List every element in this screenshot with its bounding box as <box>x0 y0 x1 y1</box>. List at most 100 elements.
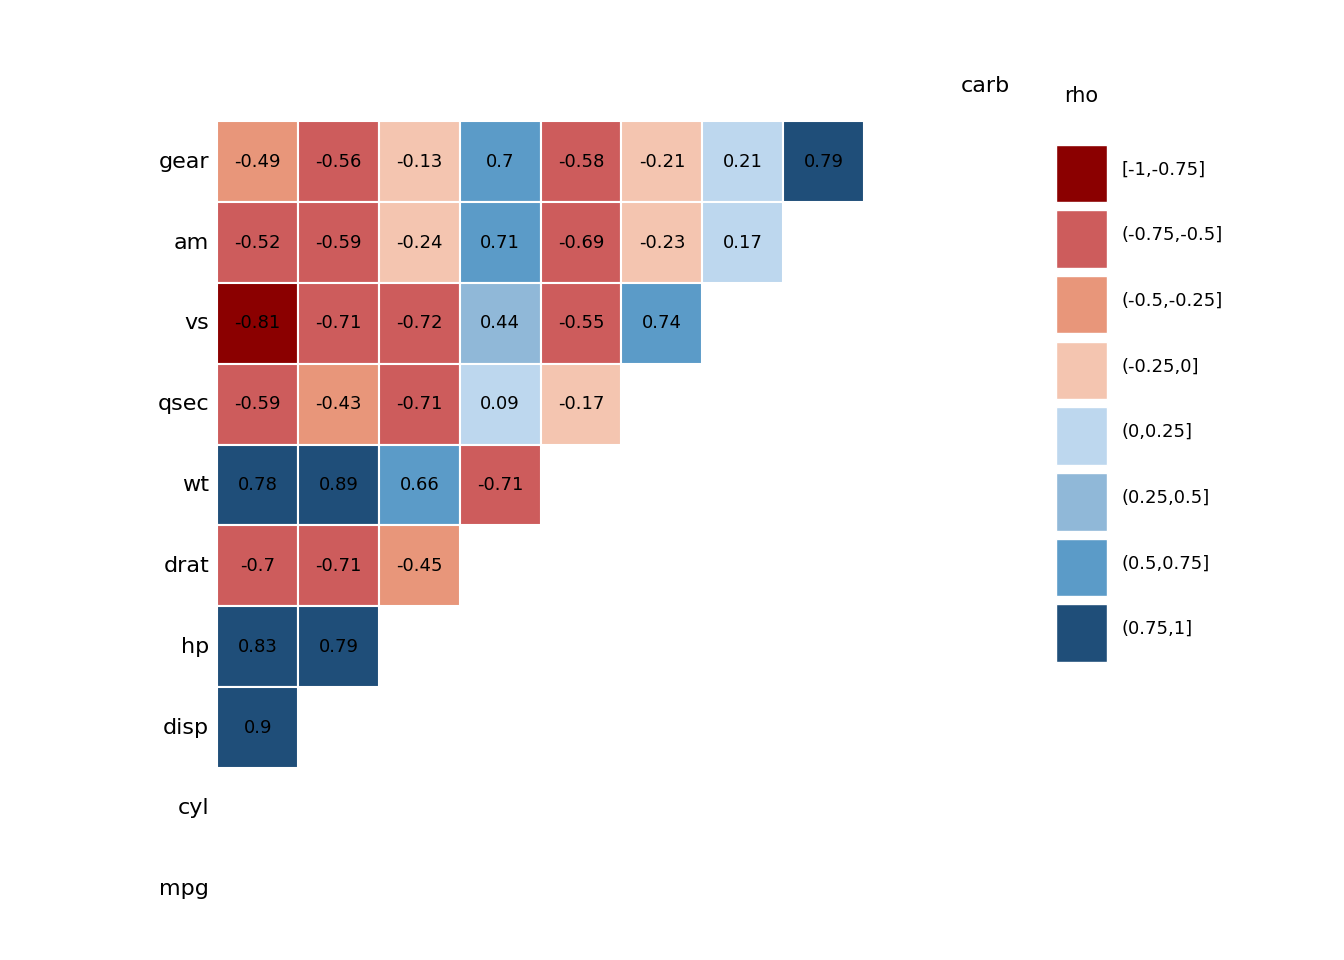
FancyBboxPatch shape <box>379 525 460 607</box>
FancyBboxPatch shape <box>1056 342 1106 399</box>
Text: 0.78: 0.78 <box>238 476 278 494</box>
Text: -0.23: -0.23 <box>638 233 685 252</box>
Text: 0.83: 0.83 <box>238 637 278 656</box>
FancyBboxPatch shape <box>460 283 540 364</box>
Text: (-0.25,0]: (-0.25,0] <box>1122 357 1199 375</box>
FancyBboxPatch shape <box>298 283 379 364</box>
Text: am: am <box>173 232 210 252</box>
Text: -0.45: -0.45 <box>396 557 442 575</box>
FancyBboxPatch shape <box>621 283 703 364</box>
Text: [-1,-0.75]: [-1,-0.75] <box>1122 160 1206 179</box>
Text: -0.59: -0.59 <box>234 396 281 413</box>
Text: -0.24: -0.24 <box>396 233 442 252</box>
Text: -0.58: -0.58 <box>558 153 605 171</box>
Text: 0.7: 0.7 <box>487 153 515 171</box>
FancyBboxPatch shape <box>1056 145 1106 203</box>
Text: (0.25,0.5]: (0.25,0.5] <box>1122 489 1210 507</box>
Text: -0.69: -0.69 <box>558 233 605 252</box>
FancyBboxPatch shape <box>218 687 298 768</box>
FancyBboxPatch shape <box>540 283 621 364</box>
Text: (0.5,0.75]: (0.5,0.75] <box>1122 554 1210 572</box>
Text: -0.71: -0.71 <box>396 396 442 413</box>
Text: -0.59: -0.59 <box>316 233 362 252</box>
Text: -0.71: -0.71 <box>316 314 362 332</box>
Text: carb: carb <box>961 76 1009 96</box>
FancyBboxPatch shape <box>298 444 379 525</box>
Text: -0.7: -0.7 <box>241 557 276 575</box>
FancyBboxPatch shape <box>1056 473 1106 531</box>
FancyBboxPatch shape <box>540 203 621 283</box>
FancyBboxPatch shape <box>379 203 460 283</box>
FancyBboxPatch shape <box>460 203 540 283</box>
Text: -0.72: -0.72 <box>396 314 442 332</box>
Text: hp: hp <box>181 636 210 657</box>
FancyBboxPatch shape <box>379 364 460 444</box>
FancyBboxPatch shape <box>298 203 379 283</box>
Text: -0.21: -0.21 <box>638 153 685 171</box>
FancyBboxPatch shape <box>298 607 379 687</box>
Text: (0,0.25]: (0,0.25] <box>1122 423 1192 441</box>
Text: wt: wt <box>183 475 210 495</box>
FancyBboxPatch shape <box>218 525 298 607</box>
FancyBboxPatch shape <box>460 364 540 444</box>
FancyBboxPatch shape <box>1056 407 1106 465</box>
Text: 0.79: 0.79 <box>804 153 844 171</box>
FancyBboxPatch shape <box>460 121 540 203</box>
Text: -0.81: -0.81 <box>235 314 281 332</box>
FancyBboxPatch shape <box>1056 210 1106 268</box>
Text: 0.09: 0.09 <box>480 396 520 413</box>
FancyBboxPatch shape <box>379 121 460 203</box>
FancyBboxPatch shape <box>298 121 379 203</box>
FancyBboxPatch shape <box>621 203 703 283</box>
FancyBboxPatch shape <box>218 121 298 203</box>
FancyBboxPatch shape <box>218 283 298 364</box>
Text: vs: vs <box>184 313 210 333</box>
Text: -0.71: -0.71 <box>477 476 523 494</box>
Text: (-0.5,-0.25]: (-0.5,-0.25] <box>1122 292 1223 310</box>
FancyBboxPatch shape <box>1056 604 1106 661</box>
FancyBboxPatch shape <box>379 283 460 364</box>
FancyBboxPatch shape <box>784 121 864 203</box>
Text: 0.71: 0.71 <box>480 233 520 252</box>
FancyBboxPatch shape <box>379 444 460 525</box>
FancyBboxPatch shape <box>1056 276 1106 333</box>
Text: -0.55: -0.55 <box>558 314 605 332</box>
Text: 0.89: 0.89 <box>319 476 359 494</box>
Text: -0.17: -0.17 <box>558 396 605 413</box>
Text: rho: rho <box>1064 86 1098 107</box>
Text: cyl: cyl <box>177 799 210 819</box>
FancyBboxPatch shape <box>460 444 540 525</box>
Text: 0.66: 0.66 <box>399 476 439 494</box>
Text: -0.56: -0.56 <box>316 153 362 171</box>
FancyBboxPatch shape <box>540 121 621 203</box>
Text: drat: drat <box>164 556 210 576</box>
FancyBboxPatch shape <box>540 364 621 444</box>
Text: 0.44: 0.44 <box>480 314 520 332</box>
FancyBboxPatch shape <box>218 203 298 283</box>
FancyBboxPatch shape <box>298 364 379 444</box>
Text: 0.9: 0.9 <box>243 719 271 736</box>
Text: -0.52: -0.52 <box>234 233 281 252</box>
Text: mpg: mpg <box>160 879 210 900</box>
Text: -0.13: -0.13 <box>396 153 442 171</box>
FancyBboxPatch shape <box>218 444 298 525</box>
FancyBboxPatch shape <box>298 525 379 607</box>
FancyBboxPatch shape <box>1056 539 1106 596</box>
Text: disp: disp <box>163 717 210 737</box>
Text: gear: gear <box>159 152 210 172</box>
Text: 0.17: 0.17 <box>723 233 762 252</box>
FancyBboxPatch shape <box>703 121 784 203</box>
FancyBboxPatch shape <box>621 121 703 203</box>
Text: 0.79: 0.79 <box>319 637 359 656</box>
Text: 0.74: 0.74 <box>642 314 681 332</box>
Text: 0.21: 0.21 <box>723 153 762 171</box>
Text: (-0.75,-0.5]: (-0.75,-0.5] <box>1122 226 1223 244</box>
FancyBboxPatch shape <box>703 203 784 283</box>
Text: -0.49: -0.49 <box>234 153 281 171</box>
FancyBboxPatch shape <box>218 364 298 444</box>
Text: -0.43: -0.43 <box>316 396 362 413</box>
Text: qsec: qsec <box>157 395 210 414</box>
Text: -0.71: -0.71 <box>316 557 362 575</box>
Text: (0.75,1]: (0.75,1] <box>1122 620 1193 638</box>
FancyBboxPatch shape <box>218 607 298 687</box>
